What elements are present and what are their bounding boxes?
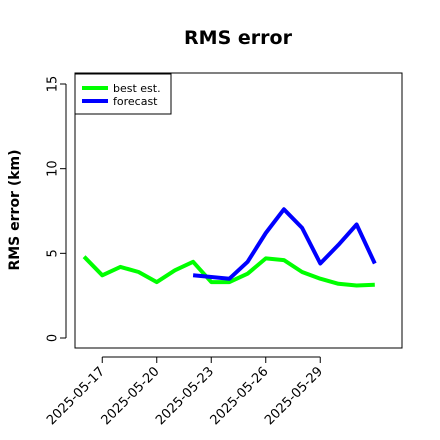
y-tick-label: 10 xyxy=(46,160,61,177)
plot-area xyxy=(74,72,403,349)
legend: best est.forecast xyxy=(74,73,172,115)
chart-title: RMS error xyxy=(184,27,293,49)
y-axis: 0 5 10 15 xyxy=(46,76,67,342)
x-axis: 2025-05-172025-05-202025-05-232025-05-26… xyxy=(44,356,326,428)
series-layer xyxy=(82,207,377,288)
legend-label: forecast xyxy=(113,95,158,108)
legend-box xyxy=(74,73,172,115)
y-tick-label: 0 xyxy=(46,334,61,342)
legend-label: best est. xyxy=(113,82,161,95)
y-tick-label: 5 xyxy=(46,249,61,257)
y-tick-label: 15 xyxy=(46,76,61,93)
y-axis-label: RMS error (km) xyxy=(7,149,23,270)
series-line-1 xyxy=(192,207,377,281)
x-tick-label: 2025-05-29 xyxy=(262,364,326,428)
series-line-0 xyxy=(82,255,375,288)
